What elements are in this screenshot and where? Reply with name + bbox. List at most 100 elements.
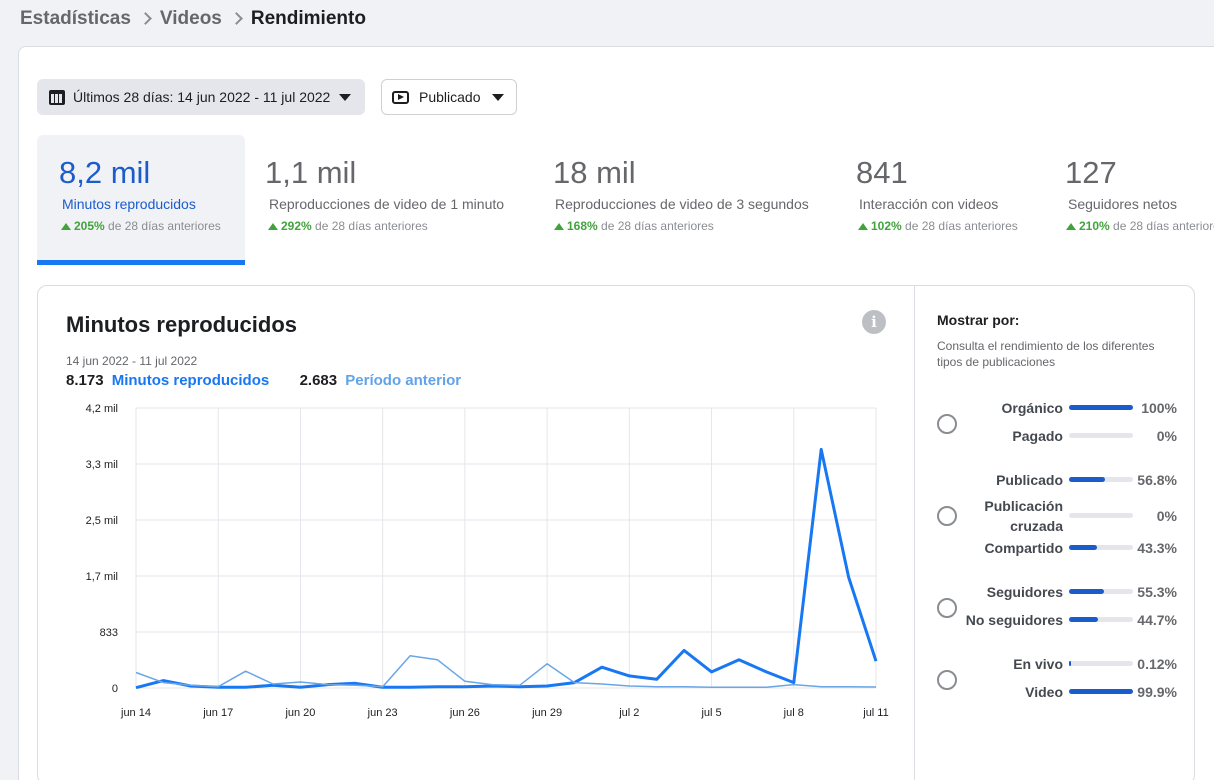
- metric-change-suffix: de 28 días anteriores: [1113, 219, 1214, 233]
- breakdown-row: Pagado 0%: [945, 426, 1185, 446]
- caret-down-icon: [492, 93, 504, 101]
- breakdown-label: Seguidores: [986, 584, 1063, 600]
- breadcrumb-stats[interactable]: Estadísticas: [20, 8, 131, 29]
- status-dropdown[interactable]: Publicado: [381, 79, 517, 115]
- y-tick-label: 1,7 mil: [86, 571, 118, 583]
- metric-change-suffix: de 28 días anteriores: [315, 219, 428, 233]
- breakdown-row: Publicado 56.8%: [945, 470, 1185, 490]
- breakdown-label: Video: [1025, 684, 1063, 700]
- breakdown-row: Video 99.9%: [945, 682, 1185, 702]
- breakdown-row: Compartido 43.3%: [945, 538, 1185, 558]
- caret-down-icon: [339, 93, 351, 101]
- breakdown-row: Publicación cruzada 0%: [945, 498, 1185, 534]
- breakdown-bar-track: [1069, 405, 1133, 410]
- metric-value: 8,2 mil: [59, 155, 151, 190]
- series-line-previous: [135, 654, 877, 689]
- breadcrumb: Estadísticas Videos Rendimiento: [20, 6, 366, 32]
- legend-current-value: 8.173: [66, 372, 104, 389]
- chart-panel: Minutos reproducidos i 14 jun 2022 - 11 …: [37, 285, 1195, 780]
- breadcrumb-current: Rendimiento: [250, 8, 366, 29]
- breakdown-value: 56.8%: [1137, 472, 1177, 488]
- breakdown-bar-track: [1069, 545, 1133, 550]
- breakdown-label: En vivo: [1013, 656, 1063, 672]
- sidebar-title: Mostrar por:: [937, 312, 1020, 328]
- metric-change: 102% de 28 días anteriores: [858, 219, 1018, 233]
- calendar-icon: [49, 89, 65, 105]
- arrow-up-icon: [1066, 223, 1076, 230]
- chart-title: Minutos reproducidos: [66, 312, 297, 337]
- breakdown-value: 100%: [1141, 400, 1177, 416]
- breakdown-label: No seguidores: [965, 612, 1063, 628]
- chevron-right-icon: [230, 11, 243, 25]
- breakdown-radio[interactable]: [937, 414, 957, 434]
- breakdown-bar-fill: [1069, 545, 1097, 550]
- breakdown-radio[interactable]: [937, 670, 957, 690]
- breadcrumb-videos[interactable]: Videos: [159, 8, 222, 29]
- x-tick-label: jun 26: [449, 707, 480, 719]
- chevron-right-icon: [139, 11, 152, 25]
- breakdown-row: Orgánico 100%: [945, 398, 1185, 418]
- breakdown-bar-fill: [1069, 617, 1098, 622]
- info-icon[interactable]: i: [862, 310, 886, 334]
- metric-tab-3sec-views[interactable]: 18 mil Reproducciones de video de 3 segu…: [535, 135, 835, 265]
- breakdown-radio[interactable]: [937, 506, 957, 526]
- metric-value: 18 mil: [553, 155, 636, 190]
- x-tick-label: jun 29: [531, 707, 562, 719]
- y-tick-label: 4,2 mil: [86, 403, 118, 415]
- breakdown-value: 44.7%: [1137, 612, 1177, 628]
- date-range-label: Últimos 28 días: 14 jun 2022 - 11 jul 20…: [73, 89, 331, 105]
- metric-change: 210% de 28 días anteriores: [1066, 219, 1214, 233]
- y-tick-label: 833: [100, 627, 118, 639]
- x-tick-label: jul 5: [700, 707, 721, 719]
- metric-value: 127: [1065, 155, 1117, 190]
- metric-change-pct: 292%: [281, 219, 312, 233]
- series-line-current: [135, 447, 878, 690]
- metric-change-pct: 205%: [74, 219, 105, 233]
- breakdown-value: 99.9%: [1137, 684, 1177, 700]
- breakdown-row: No seguidores 44.7%: [945, 610, 1185, 630]
- metric-change-suffix: de 28 días anteriores: [601, 219, 714, 233]
- x-tick-label: jul 8: [783, 707, 804, 719]
- breakdown-bar-track: [1069, 589, 1133, 594]
- breakdown-bar-track: [1069, 513, 1133, 518]
- metric-change-suffix: de 28 días anteriores: [108, 219, 221, 233]
- metric-tab-1min-views[interactable]: 1,1 mil Reproducciones de video de 1 min…: [245, 135, 535, 265]
- y-tick-label: 0: [112, 683, 118, 695]
- status-label: Publicado: [419, 89, 481, 105]
- metric-tab-minutes[interactable]: 8,2 mil Minutos reproducidos 205% de 28 …: [37, 135, 245, 265]
- arrow-up-icon: [268, 223, 278, 230]
- metric-change-pct: 168%: [567, 219, 598, 233]
- arrow-up-icon: [554, 223, 564, 230]
- breakdown-bar-track: [1069, 661, 1133, 666]
- breakdown-bar-track: [1069, 689, 1133, 694]
- breakdown-bar-track: [1069, 617, 1133, 622]
- metric-change-pct: 210%: [1079, 219, 1110, 233]
- legend-previous-value: 2.683: [299, 372, 338, 389]
- arrow-up-icon: [61, 223, 71, 230]
- performance-card: Últimos 28 días: 14 jun 2022 - 11 jul 20…: [18, 46, 1214, 780]
- line-chart: 0 833 1,7 mil 2,5 mil 3,3 mil 4,2 mil jun 14 ju…: [86, 403, 889, 719]
- chart-legend: 8.173 Minutos reproducidos 2.683 Período…: [66, 372, 461, 389]
- chart-date-range: 14 jun 2022 - 11 jul 2022: [66, 354, 198, 368]
- legend-current-label: Minutos reproducidos: [111, 372, 270, 389]
- breakdown-label: Compartido: [984, 540, 1063, 556]
- breakdown-value: 0%: [1156, 508, 1177, 524]
- sidebar-description: Consulta el rendimiento de los diferente…: [937, 339, 1155, 369]
- legend-previous-label: Período anterior: [345, 372, 462, 389]
- y-tick-label: 3,3 mil: [86, 459, 118, 471]
- arrow-up-icon: [858, 223, 868, 230]
- breakdown-value: 43.3%: [1137, 540, 1177, 556]
- metric-tab-interactions[interactable]: 841 Interacción con videos 102% de 28 dí…: [835, 135, 1045, 265]
- date-range-dropdown[interactable]: Últimos 28 días: 14 jun 2022 - 11 jul 20…: [37, 79, 365, 115]
- metric-value: 1,1 mil: [265, 155, 357, 190]
- breakdown-radio[interactable]: [937, 598, 957, 618]
- breakdown-sidebar: Mostrar por: Consulta el rendimiento de …: [914, 286, 1194, 780]
- metric-change: 292% de 28 días anteriores: [268, 219, 428, 233]
- metric-label: Reproducciones de video de 3 segundos: [555, 196, 809, 212]
- breakdown-label: Publicado: [996, 472, 1063, 488]
- breakdown-bar-fill: [1069, 589, 1105, 594]
- x-tick-label: jul 2: [618, 707, 639, 719]
- metric-tab-followers[interactable]: 127 Seguidores netos 210% de 28 días ant…: [1045, 135, 1214, 265]
- x-tick-label: jun 23: [367, 707, 398, 719]
- breakdown-label: Pagado: [1012, 428, 1063, 444]
